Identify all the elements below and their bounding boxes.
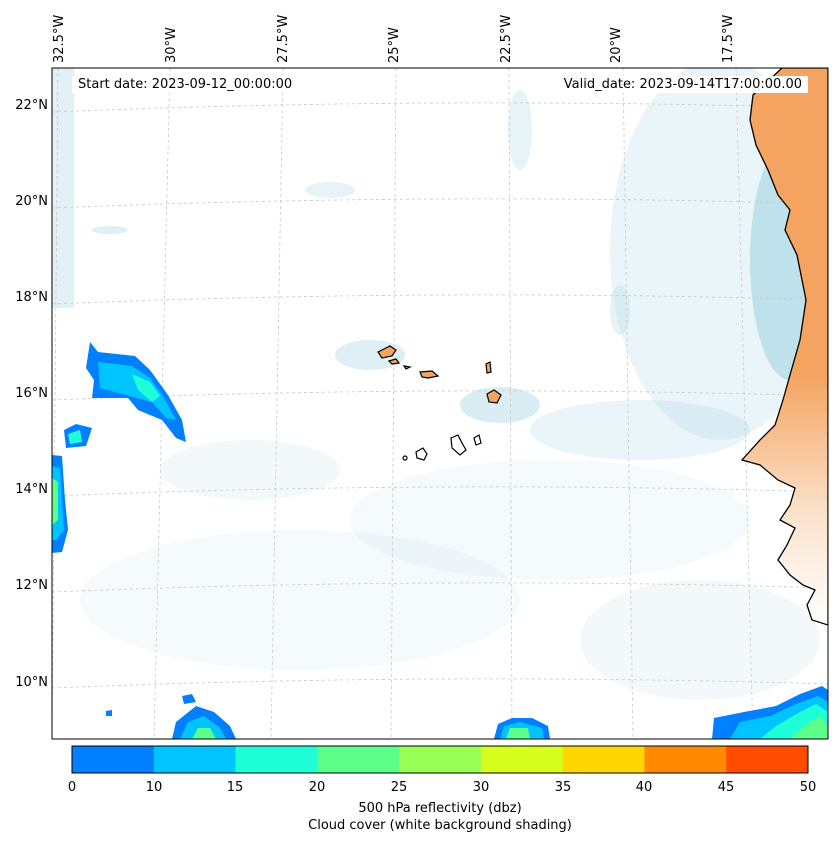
colorbar-segment bbox=[153, 746, 237, 773]
colorbar-label-reflectivity: 500 hPa reflectivity (dbz) bbox=[358, 801, 522, 816]
colorbar-tick: 30 bbox=[472, 780, 490, 795]
colorbar-segment bbox=[480, 746, 564, 773]
colorbar-segment bbox=[562, 746, 645, 773]
lat-label-20n: 20°N bbox=[15, 194, 48, 209]
colorbar-tick: 25 bbox=[390, 780, 408, 795]
colorbar-tick: 40 bbox=[635, 780, 653, 795]
colorbar-tick: 45 bbox=[717, 780, 735, 795]
colorbar bbox=[72, 746, 809, 773]
lon-label-25w: 25°W bbox=[387, 27, 402, 63]
lon-label-32-5w: 32.5°W bbox=[52, 14, 67, 63]
lon-label-30w: 30°W bbox=[164, 27, 179, 63]
map-frame bbox=[51, 67, 829, 740]
lon-label-22-5w: 22.5°W bbox=[499, 14, 514, 63]
colorbar-tick: 0 bbox=[67, 780, 77, 795]
lat-label-16n: 16°N bbox=[15, 386, 48, 401]
lat-label-14n: 14°N bbox=[15, 482, 48, 497]
map-area bbox=[52, 68, 828, 739]
colorbar-tick: 15 bbox=[226, 780, 244, 795]
colorbar-segment bbox=[726, 746, 809, 773]
colorbar-frame bbox=[71, 745, 809, 774]
colorbar-tick: 10 bbox=[145, 780, 163, 795]
colorbar-tick: 20 bbox=[308, 780, 326, 795]
colorbar-label-cloud-cover: Cloud cover (white background shading) bbox=[308, 818, 572, 833]
africa-land bbox=[740, 68, 828, 626]
lon-label-20w: 20°W bbox=[609, 27, 624, 63]
reflectivity-contours bbox=[52, 342, 828, 739]
cape-verde-islands bbox=[377, 345, 502, 461]
lat-label-22n: 22°N bbox=[15, 98, 48, 113]
lat-label-12n: 12°N bbox=[15, 578, 48, 593]
colorbar-segment bbox=[644, 746, 727, 773]
lat-label-18n: 18°N bbox=[15, 290, 48, 305]
valid-date-label: Valid_date: 2023-09-14T17:00:00.00 bbox=[557, 76, 808, 93]
colorbar-segment bbox=[72, 746, 155, 773]
colorbar-tick: 50 bbox=[799, 780, 817, 795]
colorbar-tick: 35 bbox=[554, 780, 572, 795]
colorbar-segment bbox=[235, 746, 318, 773]
colorbar-segment bbox=[399, 746, 482, 773]
start-date-label: Start date: 2023-09-12_00:00:00 bbox=[72, 76, 299, 93]
colorbar-segment bbox=[317, 746, 400, 773]
ocean bbox=[52, 68, 828, 739]
lat-label-10n: 10°N bbox=[15, 675, 48, 690]
lon-label-17-5w: 17.5°W bbox=[721, 14, 736, 63]
lon-label-27-5w: 27.5°W bbox=[276, 14, 291, 63]
